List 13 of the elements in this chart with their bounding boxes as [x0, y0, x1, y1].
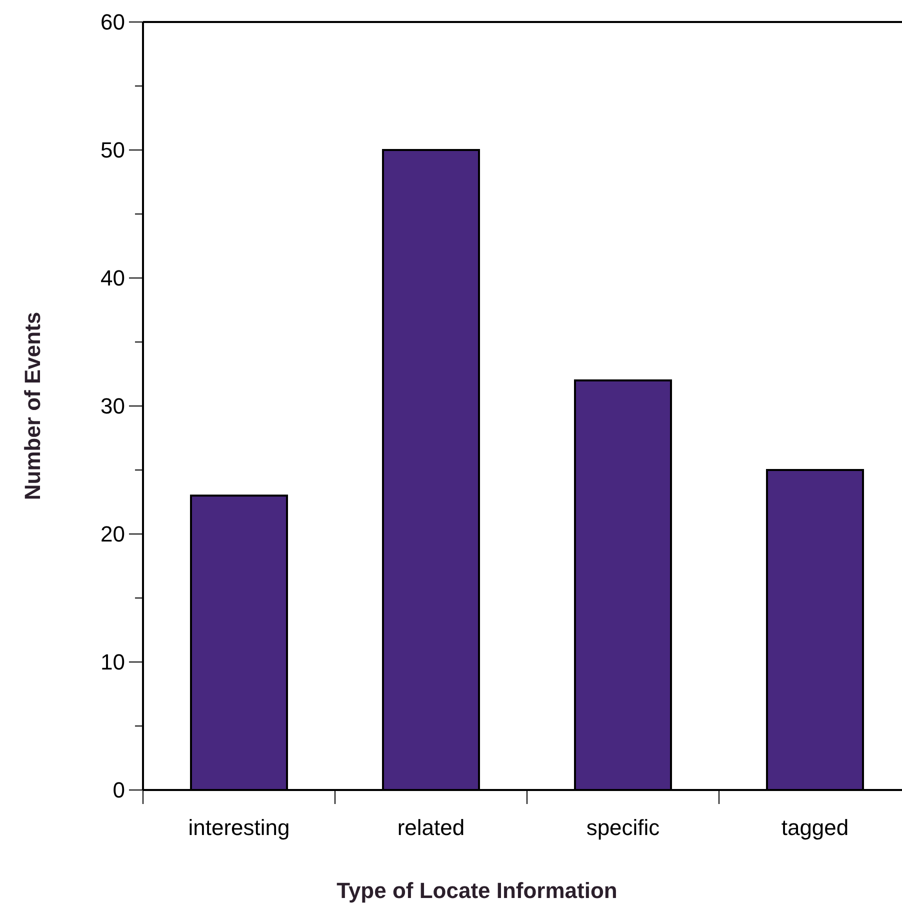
y-tick-label: 50	[100, 138, 125, 163]
x-tick-label: interesting	[188, 815, 290, 840]
y-tick-label: 30	[100, 394, 125, 419]
y-tick-label: 40	[100, 266, 125, 291]
x-axis-title: Type of Locate Information	[336, 878, 618, 903]
y-tick-label: 10	[100, 650, 125, 675]
y-tick-label: 20	[100, 522, 125, 547]
x-tick-label: related	[397, 815, 465, 840]
y-axis-title: Number of Events	[20, 312, 45, 500]
y-tick-label: 0	[112, 778, 125, 803]
x-tick-label: tagged	[781, 815, 849, 840]
y-tick-label: 60	[100, 10, 125, 35]
x-tick-label: specific	[586, 815, 660, 840]
